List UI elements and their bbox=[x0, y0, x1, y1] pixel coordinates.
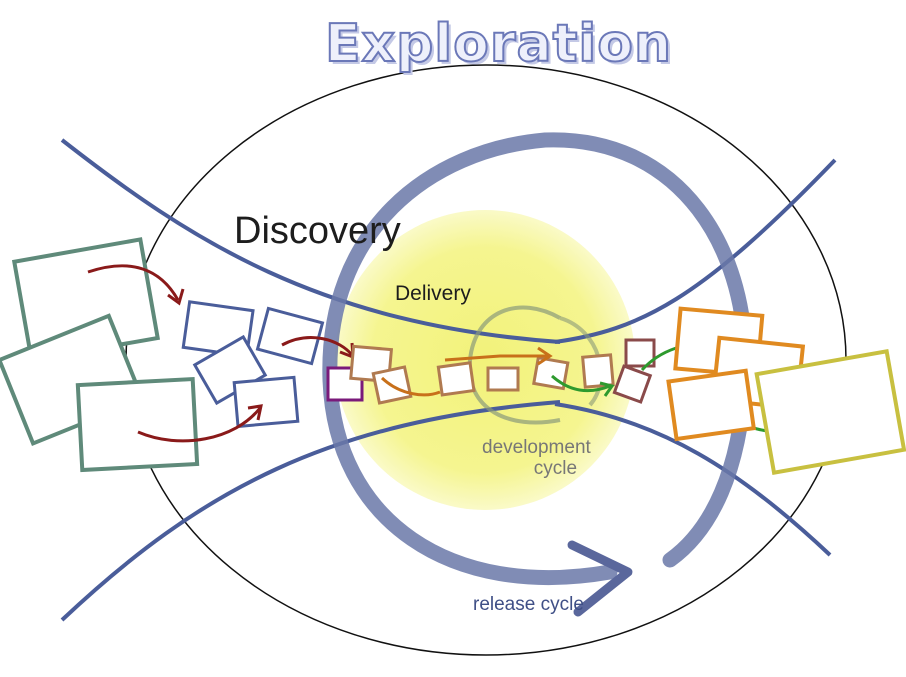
work-card-brown-4 bbox=[486, 366, 520, 392]
delivery-glow bbox=[335, 210, 635, 510]
work-card-maroon-2 bbox=[612, 364, 653, 404]
idea-card-blue-4 bbox=[232, 375, 300, 429]
work-card-brown-3 bbox=[436, 361, 476, 397]
label-release-cycle: release cycle bbox=[473, 594, 584, 615]
label-discovery: Discovery bbox=[234, 210, 401, 252]
release-cycle-arrowhead bbox=[567, 540, 633, 617]
discovery-funnel-top-left bbox=[60, 138, 561, 344]
flow-arrow-green-1-head bbox=[599, 381, 615, 397]
label-development-cycle-line1: development bbox=[482, 437, 591, 458]
development-cycle-ring bbox=[467, 305, 561, 425]
flow-arrow-red-3 bbox=[281, 336, 354, 356]
label-delivery: Delivery bbox=[395, 282, 471, 305]
flow-arrow-orange-2-head bbox=[537, 346, 553, 366]
discovery-funnel-bottom-right bbox=[554, 402, 832, 557]
work-card-brown-6 bbox=[581, 353, 615, 389]
flow-arrow-red-1-head bbox=[167, 288, 185, 306]
idea-card-teal-3 bbox=[75, 376, 200, 473]
flow-arrow-orange-2 bbox=[444, 354, 548, 362]
label-development-cycle-line2: cycle bbox=[533, 458, 578, 479]
discovery-funnel-bottom-left bbox=[60, 400, 561, 622]
label-development-cycle: development cycle bbox=[482, 437, 591, 479]
flow-arrow-red-2-head bbox=[247, 404, 263, 421]
flow-arrow-orange-1 bbox=[380, 376, 441, 397]
title-exploration: Exploration bbox=[324, 13, 672, 75]
flow-arrow-red-1 bbox=[87, 264, 180, 301]
flow-arrow-red-2 bbox=[137, 407, 262, 443]
delivered-card-orange-3 bbox=[666, 368, 757, 442]
delivered-card-olive bbox=[754, 348, 906, 475]
flow-arrow-green-1 bbox=[551, 374, 611, 393]
idea-card-blue-3 bbox=[255, 306, 325, 366]
